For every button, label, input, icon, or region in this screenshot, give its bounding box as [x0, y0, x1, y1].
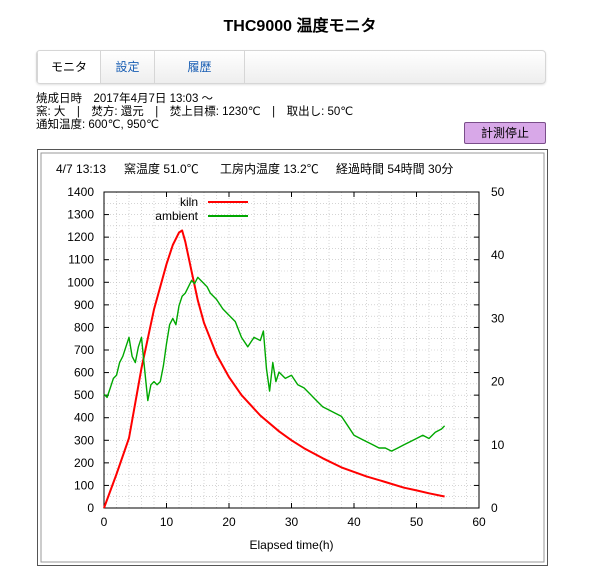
x-tick-label: 30: [285, 515, 299, 529]
status-time: 4/7 13:13: [56, 162, 106, 176]
y-right-tick-label: 0: [491, 501, 498, 515]
y-left-tick-label: 400: [74, 411, 94, 425]
y-right-tick-label: 40: [491, 248, 505, 262]
y-left-tick-label: 900: [74, 298, 94, 312]
series-line-ambient: [103, 276, 446, 452]
y-left-tick-label: 600: [74, 366, 94, 380]
y-left-tick-label: 1200: [67, 230, 94, 244]
x-tick-label: 60: [472, 515, 486, 529]
page-title: THC9000 温度モニタ: [223, 18, 377, 35]
y-left-tick-label: 1000: [67, 275, 94, 289]
x-tick-label: 40: [347, 515, 361, 529]
y-left-tick-label: 100: [74, 478, 94, 492]
y-left-tick-label: 1100: [68, 253, 94, 267]
y-right-tick-label: 30: [491, 311, 505, 325]
x-axis-label: Elapsed time(h): [249, 538, 333, 552]
y-right-tick-label: 10: [491, 438, 505, 452]
y-left-tick-label: 700: [74, 343, 94, 357]
legend-label-kiln: kiln: [180, 195, 198, 209]
y-left-tick-label: 1300: [67, 208, 94, 222]
plot-area: 0100200300400500600700800900100011001200…: [67, 185, 504, 552]
legend-label-ambient: ambient: [155, 209, 198, 223]
chart-inner-border: [40, 152, 545, 563]
status-kiln-temp: 窯温度 51.0℃: [124, 161, 199, 176]
series-line-kiln: [103, 229, 445, 509]
y-left-tick-label: 300: [74, 433, 94, 447]
status-room-temp: 工房内温度 13.2℃: [220, 161, 319, 176]
y-left-tick-label: 1400: [67, 185, 94, 199]
tab-bar: モニタ 設定 履歴: [36, 50, 546, 84]
firing-settings: 窯: 大 | 焚方: 還元 | 焚上目標: 1230℃ | 取出し: 50℃: [36, 106, 354, 118]
tab-settings[interactable]: 設定: [101, 51, 155, 83]
stop-measurement-button[interactable]: 計測停止: [464, 122, 546, 144]
y-right-tick-label: 50: [491, 185, 505, 199]
tab-monitor[interactable]: モニタ: [37, 51, 101, 83]
y-left-tick-label: 500: [74, 388, 94, 402]
y-left-tick-label: 200: [74, 456, 94, 470]
notify-temperatures: 通知温度: 600℃, 950℃: [36, 119, 159, 131]
firing-datetime: 焼成日時 2017年4月7日 13:03 ～: [36, 93, 214, 105]
x-tick-label: 0: [101, 515, 108, 529]
chart-panel: 4/7 13:13 窯温度 51.0℃ 工房内温度 13.2℃ 経過時間 54時…: [37, 149, 548, 566]
status-elapsed: 経過時間 54時間 30分: [336, 162, 453, 176]
x-tick-label: 20: [222, 515, 236, 529]
y-left-tick-label: 800: [74, 320, 94, 334]
x-tick-label: 50: [410, 515, 424, 529]
x-tick-label: 10: [160, 515, 174, 529]
tab-history[interactable]: 履歴: [155, 51, 245, 83]
y-right-tick-label: 20: [491, 375, 505, 389]
y-left-tick-label: 0: [87, 501, 94, 515]
temperature-chart: 4/7 13:13 窯温度 51.0℃ 工房内温度 13.2℃ 経過時間 54時…: [40, 152, 545, 563]
